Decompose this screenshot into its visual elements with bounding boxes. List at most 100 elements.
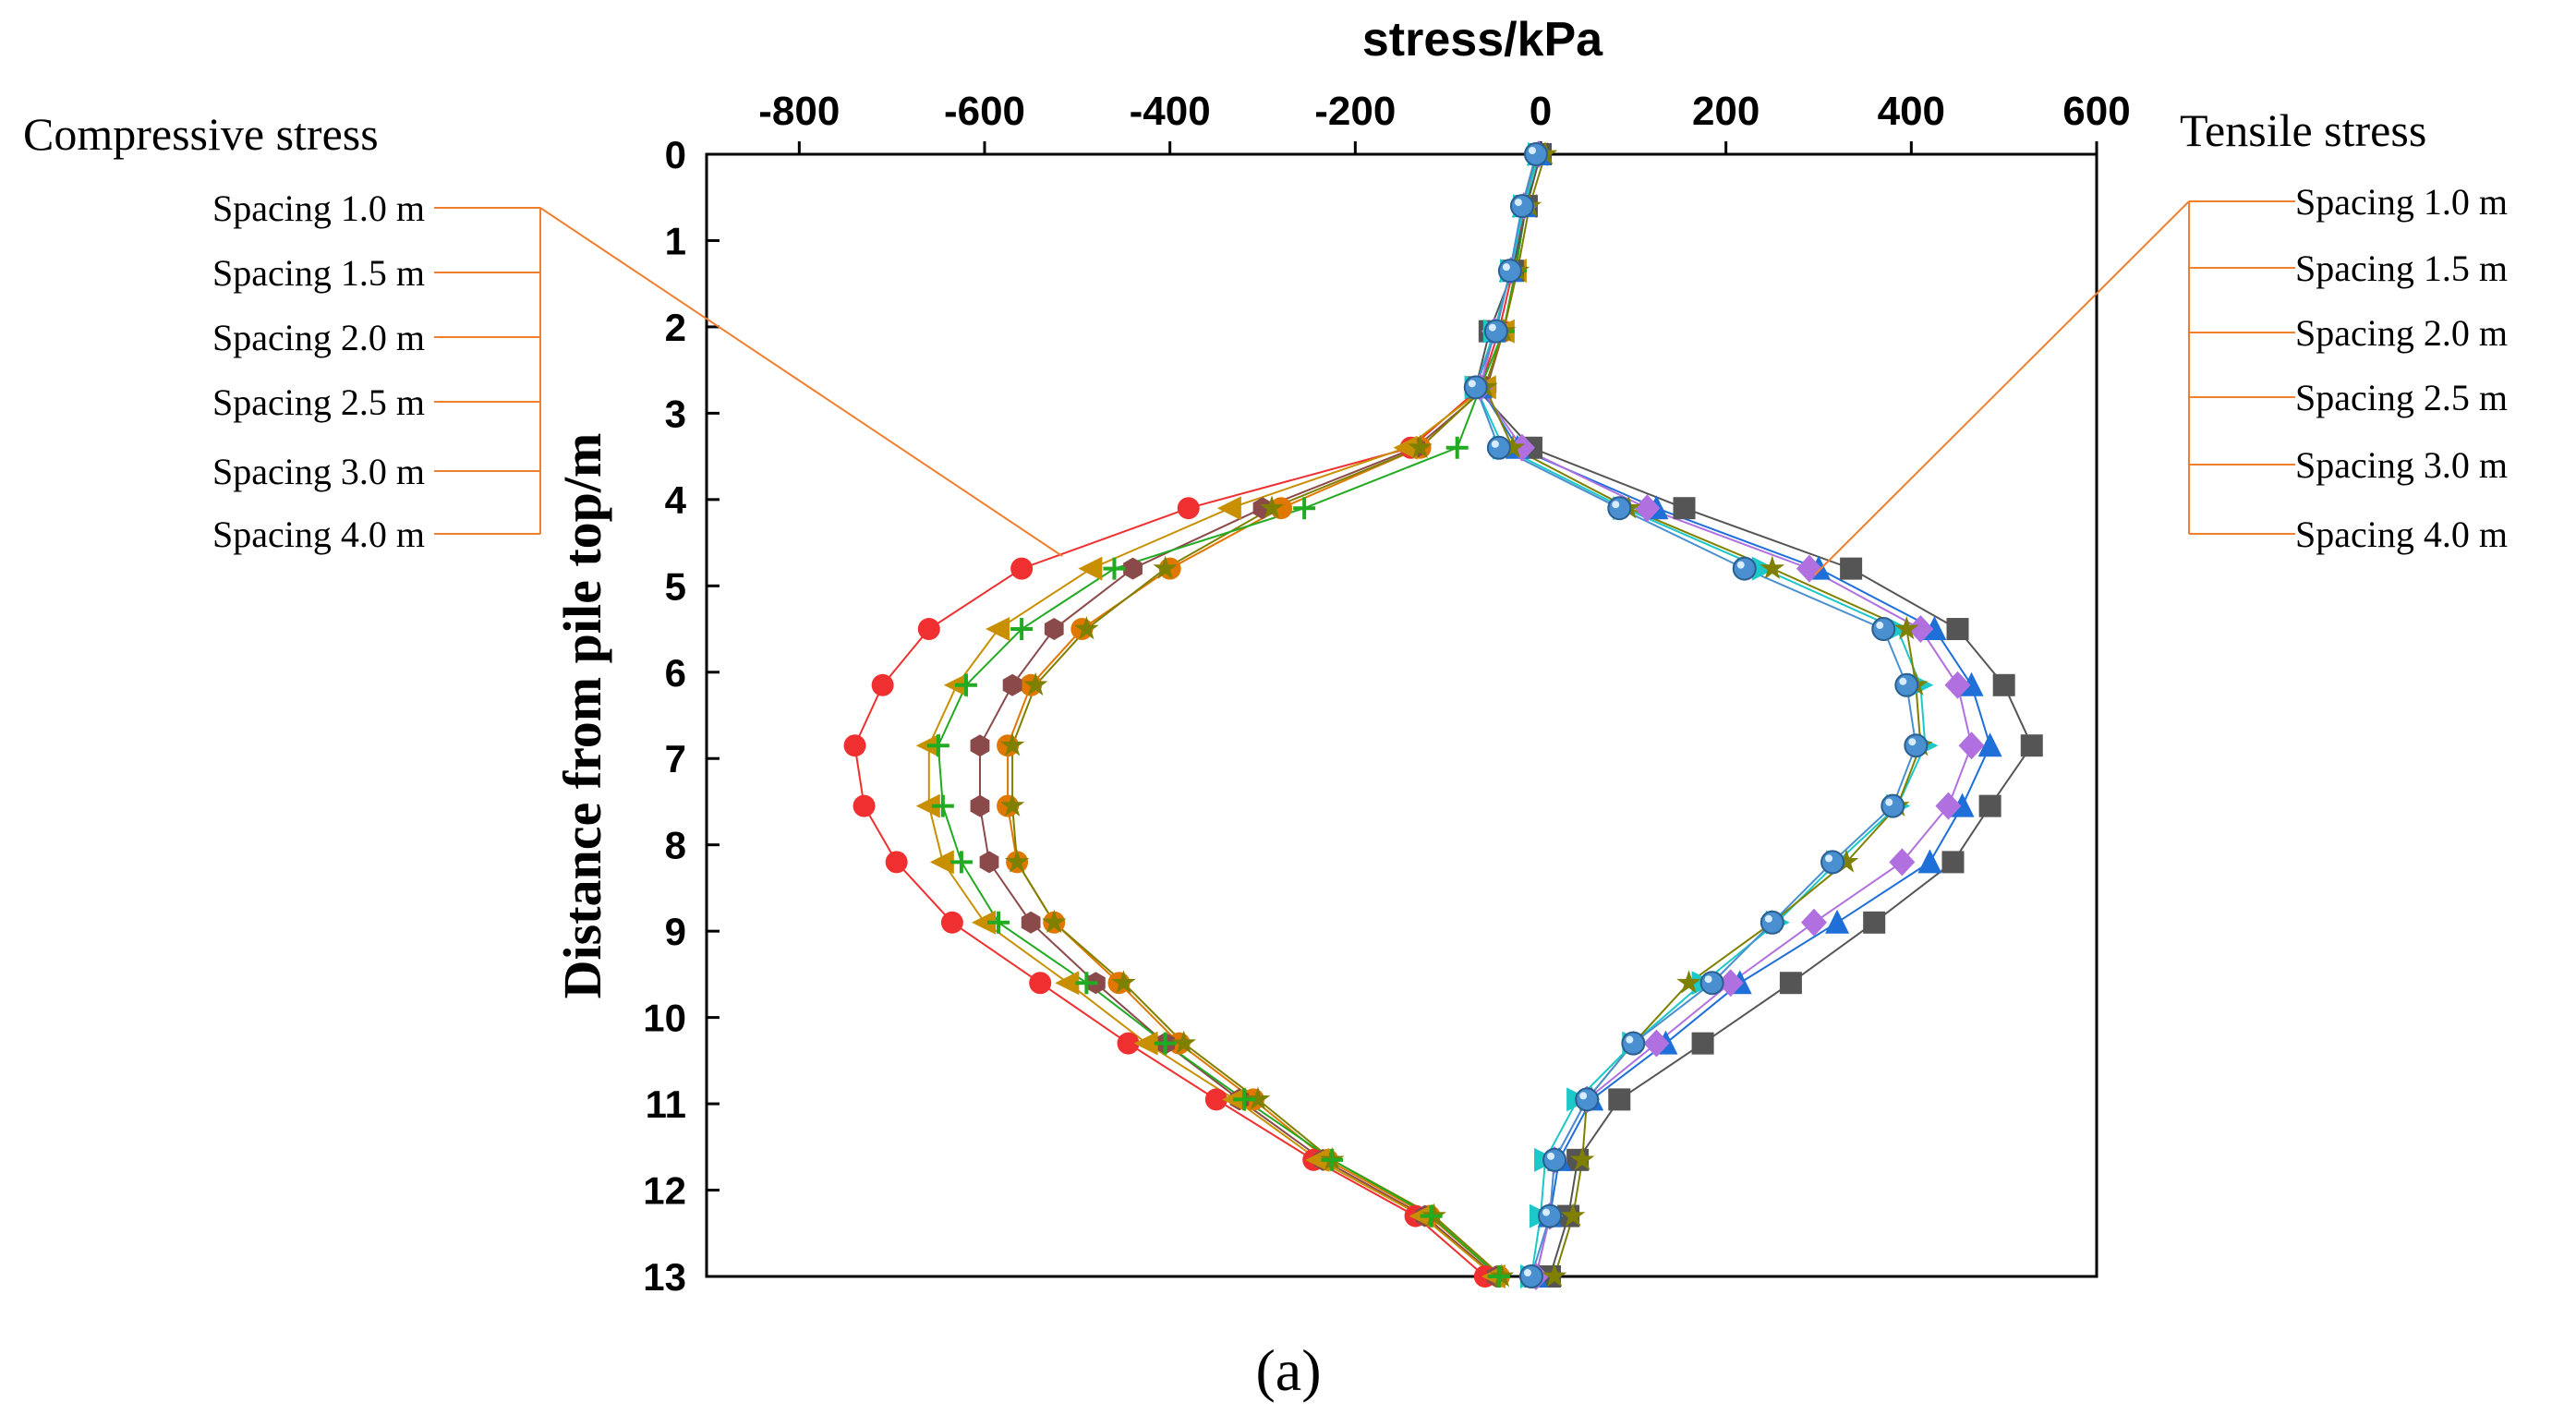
data-point — [1760, 910, 1784, 935]
x-tick-label: 0 — [1530, 89, 1552, 134]
data-point — [1779, 972, 1802, 995]
data-point — [1004, 849, 1030, 873]
data-point — [1171, 1030, 1197, 1054]
tensile-series-line-1 — [1474, 153, 2033, 1277]
tensile-series-markers-1 — [1464, 143, 2043, 1288]
x-tick-label: -600 — [944, 89, 1025, 134]
tensile-legend: Tensile stress Spacing 1.0 m Spacing 1.5 … — [1814, 104, 2508, 575]
x-tick-label: 200 — [1692, 89, 1760, 134]
data-point — [1177, 497, 1200, 520]
data-point — [949, 851, 973, 874]
data-point — [999, 792, 1025, 816]
y-tick-label: 5 — [665, 564, 686, 608]
tensile-series-markers-6 — [1463, 142, 1929, 1288]
data-point — [1509, 194, 1534, 219]
series-lines — [853, 153, 2033, 1277]
tensile-legend-item-3: Spacing 2.0 m — [2295, 312, 2508, 354]
data-point — [1760, 555, 1785, 579]
tensile-series-markers-3 — [1467, 140, 1985, 1290]
data-point — [929, 850, 954, 875]
data-point — [1863, 911, 1886, 934]
data-point — [1445, 436, 1469, 459]
data-point — [1935, 792, 1962, 820]
tensile-legend-item-6: Spacing 4.0 m — [2295, 514, 2508, 555]
data-point-highlight — [1488, 323, 1496, 332]
data-point — [1321, 1148, 1344, 1171]
data-point — [1751, 556, 1776, 581]
compressive-series-markers-4 — [915, 142, 1548, 1288]
tensile-legend-pointer — [1814, 200, 2190, 575]
data-point-highlight — [1547, 1152, 1555, 1160]
data-point — [1825, 909, 1850, 934]
data-point-highlight — [1523, 1269, 1531, 1276]
data-point — [1840, 557, 1863, 580]
data-point — [1542, 1264, 1567, 1288]
data-point-highlight — [1876, 622, 1884, 630]
data-point — [1889, 848, 1916, 877]
y-tick-label: 13 — [643, 1255, 686, 1299]
data-point — [999, 732, 1025, 756]
data-point — [1074, 616, 1099, 640]
data-point — [940, 911, 963, 934]
data-point — [2020, 734, 2043, 757]
data-point-highlight — [1825, 854, 1833, 863]
compressive-legend-item-3: Spacing 2.0 m — [212, 317, 425, 358]
compressive-series-markers-5 — [999, 141, 1550, 1288]
data-point — [853, 794, 876, 817]
data-point — [987, 911, 1010, 934]
data-point — [1569, 1146, 1595, 1171]
data-point — [1796, 554, 1822, 583]
data-point — [1497, 259, 1522, 284]
data-point — [1154, 1032, 1177, 1055]
y-tick-label: 8 — [665, 824, 686, 867]
data-point — [1673, 497, 1696, 520]
data-point — [1575, 1087, 1600, 1112]
data-point — [979, 851, 999, 874]
tensile-series-line-6 — [1474, 153, 1917, 1277]
data-point — [986, 617, 1010, 642]
data-point — [970, 794, 990, 817]
data-point — [1259, 495, 1285, 519]
data-point-highlight — [1514, 199, 1522, 207]
data-point — [1153, 555, 1178, 579]
data-point — [1463, 375, 1488, 400]
x-tick-label: 400 — [1878, 89, 1945, 134]
data-point — [1204, 1088, 1228, 1111]
data-point — [1044, 618, 1064, 641]
data-point — [1487, 1265, 1510, 1288]
data-point — [1643, 1029, 1670, 1058]
data-point-highlight — [1704, 975, 1712, 984]
x-axis: -800 -600 -400 -200 0 200 400 600 — [758, 89, 2131, 154]
data-point — [1133, 1031, 1158, 1056]
data-point — [972, 910, 996, 935]
data-point — [1820, 850, 1845, 875]
data-point — [885, 851, 908, 874]
data-point — [1216, 496, 1241, 521]
data-point — [1538, 1203, 1563, 1228]
data-point — [1691, 1032, 1714, 1055]
data-point — [1894, 616, 1919, 640]
y-tick-label: 6 — [665, 651, 686, 695]
data-point — [1946, 618, 1969, 641]
data-point — [1676, 970, 1701, 994]
data-point — [1111, 970, 1136, 994]
compressive-series-line-5 — [1011, 153, 1538, 1277]
data-point — [1021, 911, 1041, 934]
compressive-series-markers-1 — [843, 143, 1547, 1288]
compressive-legend-item-1: Spacing 1.0 m — [212, 187, 425, 229]
data-point-highlight — [1502, 263, 1510, 272]
data-point — [1977, 732, 2002, 757]
chart-title: stress/kPa — [1362, 13, 1603, 67]
tensile-legend-item-4: Spacing 2.5 m — [2295, 377, 2508, 418]
y-tick-label: 12 — [643, 1169, 686, 1213]
data-point — [1621, 1031, 1646, 1056]
data-point — [843, 734, 866, 757]
compressive-legend-item-4: Spacing 2.5 m — [212, 381, 425, 423]
tensile-legend-item-2: Spacing 1.5 m — [2295, 248, 2508, 289]
data-point — [917, 618, 940, 641]
data-point — [1393, 435, 1418, 460]
data-point-highlight — [1491, 440, 1499, 448]
y-tick-label: 1 — [665, 219, 686, 262]
data-point — [1518, 1264, 1543, 1288]
data-point — [1992, 673, 2015, 696]
